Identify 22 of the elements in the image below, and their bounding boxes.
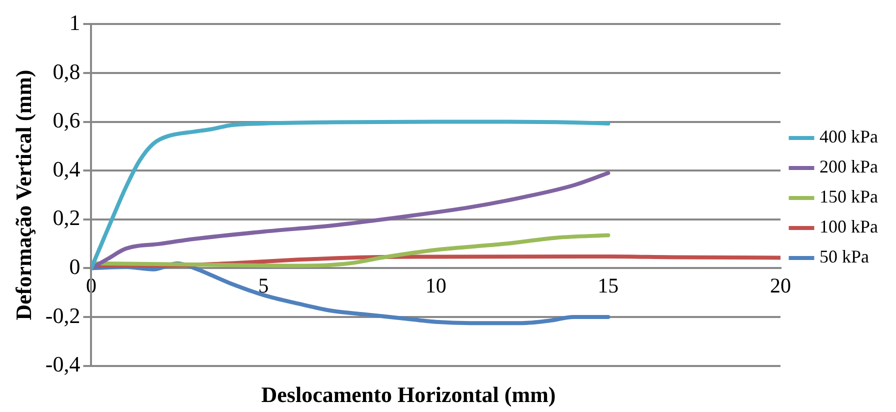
legend-label: 50 kPa xyxy=(820,246,870,267)
y-tick-label: -0,4 xyxy=(45,352,80,377)
line-series xyxy=(91,120,610,270)
x-tick-label: 5 xyxy=(258,273,269,298)
y-tick-label: 0,8 xyxy=(52,58,80,84)
x-axis-title: Deslocamento Horizontal (mm) xyxy=(260,382,557,408)
y-tick-label: 1 xyxy=(69,10,80,35)
legend-label: 400 kPa xyxy=(820,126,878,147)
line-series xyxy=(91,233,610,268)
x-tick-label: 20 xyxy=(770,273,791,298)
x-tick-label: 10 xyxy=(425,273,446,298)
y-tick-label: 0 xyxy=(69,254,80,279)
legend-label: 150 kPa xyxy=(820,186,878,207)
legend-label: 200 kPa xyxy=(820,156,878,177)
y-tick-label: 0,2 xyxy=(52,205,80,230)
y-axis-title: Deformação Vertical (mm) xyxy=(10,70,36,320)
y-tick-label: 0,6 xyxy=(52,108,80,133)
y-tick-label: -0,2 xyxy=(45,302,80,328)
line-series xyxy=(91,171,610,270)
legend-label: 100 kPa xyxy=(820,216,878,237)
y-tick-label: 0,4 xyxy=(52,156,80,182)
x-tick-label: 15 xyxy=(598,273,619,298)
